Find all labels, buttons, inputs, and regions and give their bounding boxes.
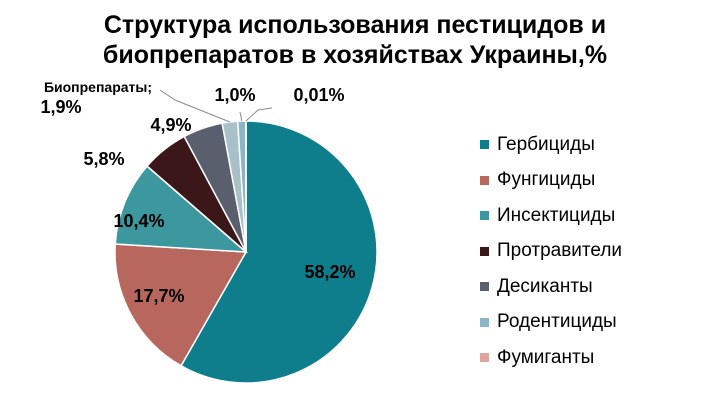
legend-label-herbicides: Гербициды xyxy=(497,133,595,155)
slice-label-fungicides: 17,7% xyxy=(133,286,184,306)
legend-swatch-seed-treatments xyxy=(480,246,489,256)
chart-title: Структура использования пестицидов и био… xyxy=(60,10,650,70)
pie-slice-insecticides xyxy=(114,165,249,253)
legend-item-herbicides: Гербициды xyxy=(480,127,700,163)
leader-line-fumigants xyxy=(245,107,273,122)
legend-label-desiccants: Десиканты xyxy=(497,275,593,297)
legend-label-fumigants: Фумиганты xyxy=(497,346,595,368)
leader-line-biopreparations xyxy=(159,89,231,123)
chart-legend: Гербициды Фунгициды Инсектициды Протравител… xyxy=(480,127,700,376)
pie-slice-herbicides xyxy=(180,120,378,384)
legend-item-insecticides: Инсектициды xyxy=(480,198,700,234)
legend-item-rodenticides: Родентициды xyxy=(480,305,700,341)
slice-label-herbicides: 58,2% xyxy=(304,262,355,282)
slice-label-rodenticides: 1,0% xyxy=(214,85,255,105)
slice-label-name-biopreparations: Биопрепараты; xyxy=(44,79,152,95)
legend-item-fungicides: Фунгициды xyxy=(480,163,700,199)
pie-slice-fungicides xyxy=(114,243,248,367)
legend-label-insecticides: Инсектициды xyxy=(497,204,616,226)
chart-title-line-2: биопрепаратов в хозяйствах Украины,% xyxy=(102,41,608,69)
legend-item-fumigants: Фумиганты xyxy=(480,340,700,376)
legend-swatch-herbicides xyxy=(480,140,489,150)
legend-item-desiccants: Десиканты xyxy=(480,269,700,305)
legend-swatch-fungicides xyxy=(480,175,489,185)
leader-line-rodenticides xyxy=(239,111,243,122)
chart-title-line-1: Структура использования пестицидов и xyxy=(103,11,607,39)
slice-label-seed-treatments: 5,8% xyxy=(83,149,124,169)
slice-label-fumigants: 0,01% xyxy=(293,85,344,105)
legend-swatch-desiccants xyxy=(480,282,489,292)
slice-label-biopreparations: 1,9% xyxy=(40,97,81,117)
legend-label-seed-treatments: Протравители xyxy=(497,240,623,262)
legend-label-fungicides: Фунгициды xyxy=(497,169,596,191)
legend-swatch-fumigants xyxy=(480,353,489,363)
legend-item-seed-treatments: Протравители xyxy=(480,234,700,270)
slice-label-desiccants: 4,9% xyxy=(150,115,191,135)
slice-label-insecticides: 10,4% xyxy=(113,211,164,231)
legend-swatch-insecticides xyxy=(480,211,489,221)
legend-label-rodenticides: Родентициды xyxy=(497,311,617,333)
legend-swatch-rodenticides xyxy=(480,317,489,327)
